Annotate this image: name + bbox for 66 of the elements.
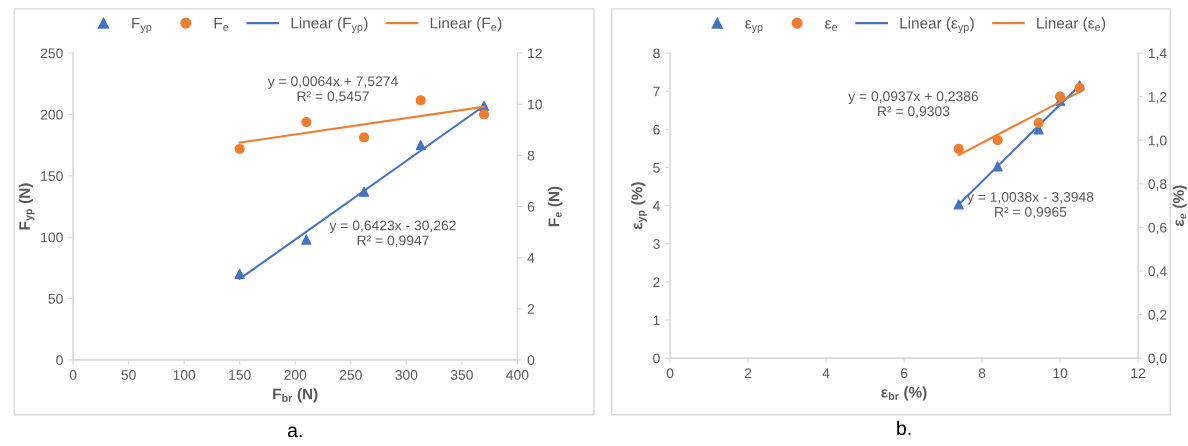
- x-tick-label: 8: [978, 368, 986, 379]
- y-axis-title: F$_{yp}$ (N): [18, 183, 35, 230]
- annotation: y = 0,6423x - 30,262 R² = 0,9947: [329, 220, 456, 247]
- y-tick-label: 100: [41, 232, 63, 243]
- y2-axis-title: ε$_{e}$ (%): [1172, 185, 1187, 226]
- y2-tick-label: 8: [527, 150, 535, 161]
- y-axis-title: ε$_{yp}$ (%): [631, 182, 647, 230]
- y2-tick-label: 0,4: [1148, 266, 1167, 278]
- y-tick-label: 250: [40, 48, 63, 59]
- y-tick-label: 4: [652, 201, 660, 211]
- x-tick-label: 0: [666, 368, 674, 379]
- x-tick-label: 250: [339, 370, 362, 380]
- x-tick-label: 150: [229, 370, 251, 380]
- x-tick-label: 12: [1131, 368, 1146, 378]
- y-tick-label: 1: [653, 315, 660, 326]
- y2-tick-label: 2: [527, 304, 535, 314]
- y2-tick-label: 0,0: [1148, 353, 1167, 365]
- legend-label: Linear (F$_{yp}$): [291, 17, 368, 34]
- y-tick-label: 6: [653, 124, 660, 135]
- y-tick-label: 8: [653, 48, 660, 59]
- y2-tick-label: 6: [527, 201, 535, 212]
- y2-tick-label: 0: [527, 355, 535, 366]
- legend-label: ε$_{e}$: [825, 20, 838, 31]
- x-tick-label: 2: [744, 368, 752, 378]
- y2-tick-label: 1,2: [1148, 91, 1167, 104]
- y2-tick-label: 0,8: [1148, 179, 1167, 191]
- annotation: y = 0,0064x + 7,5274 R² = 0,5457: [267, 76, 398, 103]
- y-tick-label: 7: [653, 86, 660, 97]
- y2-tick-label: 12: [528, 48, 542, 59]
- y2-tick-label: 1,0: [1148, 135, 1167, 148]
- x-axis-title: F$_{br}$ (N): [273, 388, 318, 403]
- y-tick-label: 2: [653, 277, 660, 287]
- legend-label: Linear (ε$_{yp}$): [900, 17, 974, 34]
- x-tick-label: 400: [506, 370, 529, 380]
- legend-label: ε$_{yp}$: [745, 20, 763, 34]
- y-tick-label: 150: [41, 171, 63, 181]
- annotation: y = 0,0937x + 0,2386 R² = 0,9303: [848, 91, 979, 118]
- x-tick-label: 4: [822, 368, 830, 378]
- text: a.: [287, 426, 302, 438]
- y-tick-label: 3: [653, 239, 660, 249]
- y2-axis-title: F$_{e}$ (N): [548, 186, 563, 227]
- x-tick-label: 350: [450, 370, 473, 380]
- y2-tick-label: 10: [528, 99, 542, 110]
- x-tick-label: 6: [900, 368, 908, 379]
- x-tick-label: 0: [69, 370, 77, 380]
- x-tick-label: 100: [173, 370, 196, 380]
- y-tick-label: 0: [56, 355, 63, 366]
- x-tick-label: 300: [395, 370, 418, 380]
- y-tick-label: 5: [653, 162, 660, 173]
- y-tick-label: 0: [653, 353, 660, 364]
- legend-label: Linear (ε$_{e}$): [1037, 17, 1106, 32]
- y2-tick-label: 4: [527, 253, 535, 263]
- x-tick-label: 50: [121, 370, 136, 380]
- legend-label: Linear (F$_{e}$): [430, 17, 502, 32]
- y2-tick-label: 0,2: [1148, 309, 1167, 322]
- y2-tick-label: 0,6: [1148, 222, 1167, 235]
- y2-tick-label: 1,4: [1148, 48, 1167, 60]
- y-tick-label: 50: [48, 293, 63, 304]
- y-tick-label: 200: [40, 109, 63, 120]
- x-tick-label: 10: [1053, 368, 1068, 379]
- x-tick-label: 200: [284, 370, 307, 380]
- legend-label: F$_{e}$: [214, 17, 229, 31]
- legend-label: F$_{yp}$: [132, 17, 152, 34]
- annotation: y = 1,0038x - 3,3948 R² = 0,9965: [966, 192, 1094, 219]
- text: b.: [897, 420, 911, 436]
- x-axis-title: ε$_{br}$ (%): [881, 386, 927, 401]
